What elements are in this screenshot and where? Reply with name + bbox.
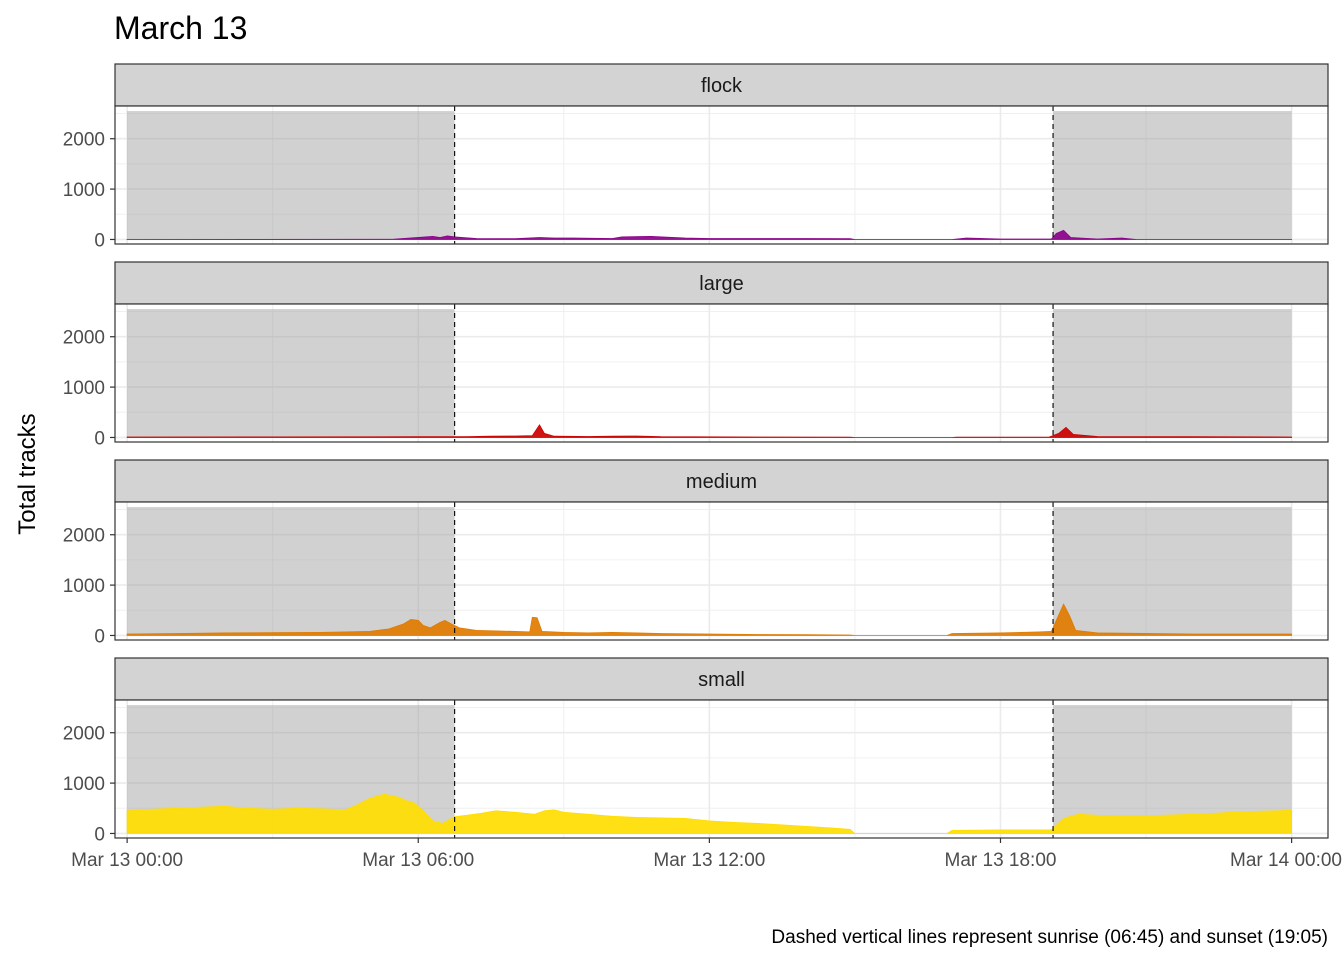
panel-border (114, 699, 1329, 839)
y-tick-label: 1000 (63, 378, 105, 399)
night-shade-0 (127, 507, 455, 636)
x-tick-label: Mar 13 06:00 (362, 850, 474, 871)
series-area-medium (126, 603, 1293, 636)
y-tick-label: 1000 (63, 576, 105, 597)
x-tick-label: Mar 13 12:00 (653, 850, 765, 871)
facet-strip-label: small (698, 669, 745, 691)
y-axis-label: Total tracks (14, 413, 41, 534)
panel-border (114, 105, 1329, 245)
caption: Dashed vertical lines represent sunrise … (771, 927, 1328, 948)
series-area-small (126, 793, 1293, 834)
night-shade-1 (1053, 111, 1292, 240)
night-shade-1 (1053, 309, 1292, 438)
chart-title: March 13 (114, 10, 247, 46)
facet-medium: medium 0 1000 2000 (63, 459, 1329, 647)
x-tick-label: Mar 13 00:00 (71, 850, 183, 871)
y-tick-label: 0 (94, 428, 105, 449)
x-tick-label: Mar 14 00:00 (1230, 850, 1342, 871)
facet-panels: flock 0 1000 2000 large 0 1000 2000 medium 0 1000 2… (63, 63, 1329, 845)
panel-background (115, 106, 1328, 244)
y-tick-label: 1000 (63, 774, 105, 795)
y-tick-label: 2000 (63, 724, 105, 745)
y-tick-label: 2000 (63, 130, 105, 151)
panel-background (115, 304, 1328, 442)
facet-large: large 0 1000 2000 (63, 261, 1329, 449)
facet-strip-label: flock (701, 75, 743, 97)
facet-strip-label: large (699, 273, 743, 295)
x-axis: Mar 13 00:00 Mar 13 06:00 Mar 13 12:00 Mar … (71, 838, 1342, 871)
y-tick-label: 0 (94, 626, 105, 647)
facet-flock: flock 0 1000 2000 (63, 63, 1329, 251)
panel-background (115, 502, 1328, 640)
facet-strip-small (114, 657, 1329, 701)
night-shade-0 (127, 309, 455, 438)
facet-strip-large (114, 261, 1329, 305)
facet-strip-medium (114, 459, 1329, 503)
series-area-large (126, 424, 1293, 438)
y-tick-label: 0 (94, 230, 105, 251)
night-shade-0 (127, 111, 455, 240)
series-area-flock (126, 229, 1293, 240)
y-tick-label: 2000 (63, 328, 105, 349)
panel-border (114, 501, 1329, 641)
facet-small: small 0 1000 2000 (63, 657, 1329, 845)
night-shade-1 (1053, 507, 1292, 636)
facet-strip-flock (114, 63, 1329, 107)
grid-lines (115, 304, 1328, 442)
y-tick-label: 0 (94, 824, 105, 845)
panel-border (114, 303, 1329, 443)
y-tick-label: 2000 (63, 526, 105, 547)
y-tick-label: 1000 (63, 180, 105, 201)
facet-strip-label: medium (686, 471, 757, 493)
x-tick-label: Mar 13 18:00 (945, 850, 1057, 871)
